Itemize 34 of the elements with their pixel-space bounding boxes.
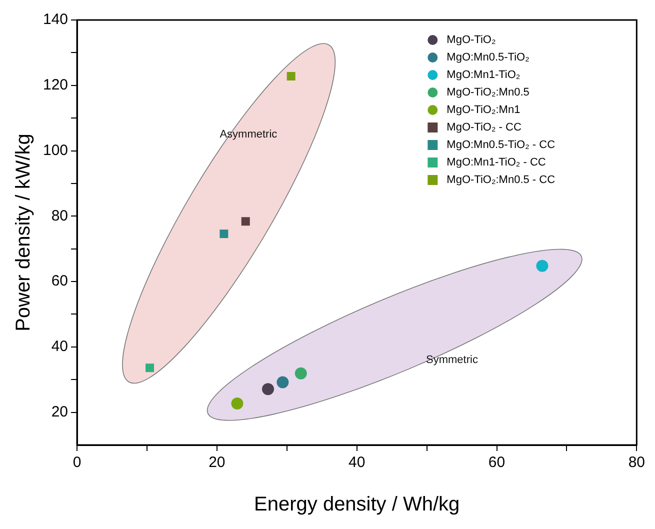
legend-label: MgO-TiO₂ - CC [446, 122, 522, 134]
legend-label: MgO-TiO₂:Mn0.5 [446, 86, 530, 99]
x-axis-title: Energy density / Wh/kg [254, 494, 460, 516]
point [146, 364, 154, 372]
legend-label: MgO:Mn0.5-TiO₂ - CC [446, 139, 556, 152]
y-tick-label: 20 [51, 403, 68, 420]
point [231, 397, 244, 410]
annotation: Asymmetric [220, 128, 278, 140]
y-tick-label: 120 [42, 76, 68, 94]
point [220, 230, 228, 238]
x-tick-label: 20 [208, 454, 226, 472]
x-tick-label: 0 [72, 454, 82, 472]
y-axis-title: Power density / kW/kg [12, 134, 35, 332]
legend-label: MgO:Mn0.5-TiO₂ [446, 52, 530, 64]
y-tick-label: 40 [51, 338, 68, 356]
x-tick-label: 40 [348, 454, 366, 472]
legend-label: MgO:Mn1-TiO₂ - CC [446, 156, 546, 169]
y-tick-label: 140 [42, 11, 68, 28]
annotation: Symmetric [426, 354, 478, 366]
point [276, 376, 289, 388]
point [241, 217, 250, 226]
legend-label: MgO-TiO₂:Mn1 [446, 104, 520, 116]
legend-label: MgO:Mn1-TiO₂ [446, 69, 520, 82]
y-tick-label: 80 [51, 207, 68, 224]
x-tick-label: 60 [488, 454, 506, 472]
x-tick-label: 80 [628, 454, 645, 472]
point [286, 72, 296, 80]
point [536, 260, 548, 272]
y-tick-label: 100 [42, 142, 68, 159]
point [262, 383, 274, 396]
y-tick-label: 60 [51, 272, 68, 290]
point [294, 367, 307, 380]
legend-label: MgO-TiO₂:Mn0.5 - CC [446, 174, 556, 186]
legend-label: MgO-TiO₂ [446, 34, 496, 46]
